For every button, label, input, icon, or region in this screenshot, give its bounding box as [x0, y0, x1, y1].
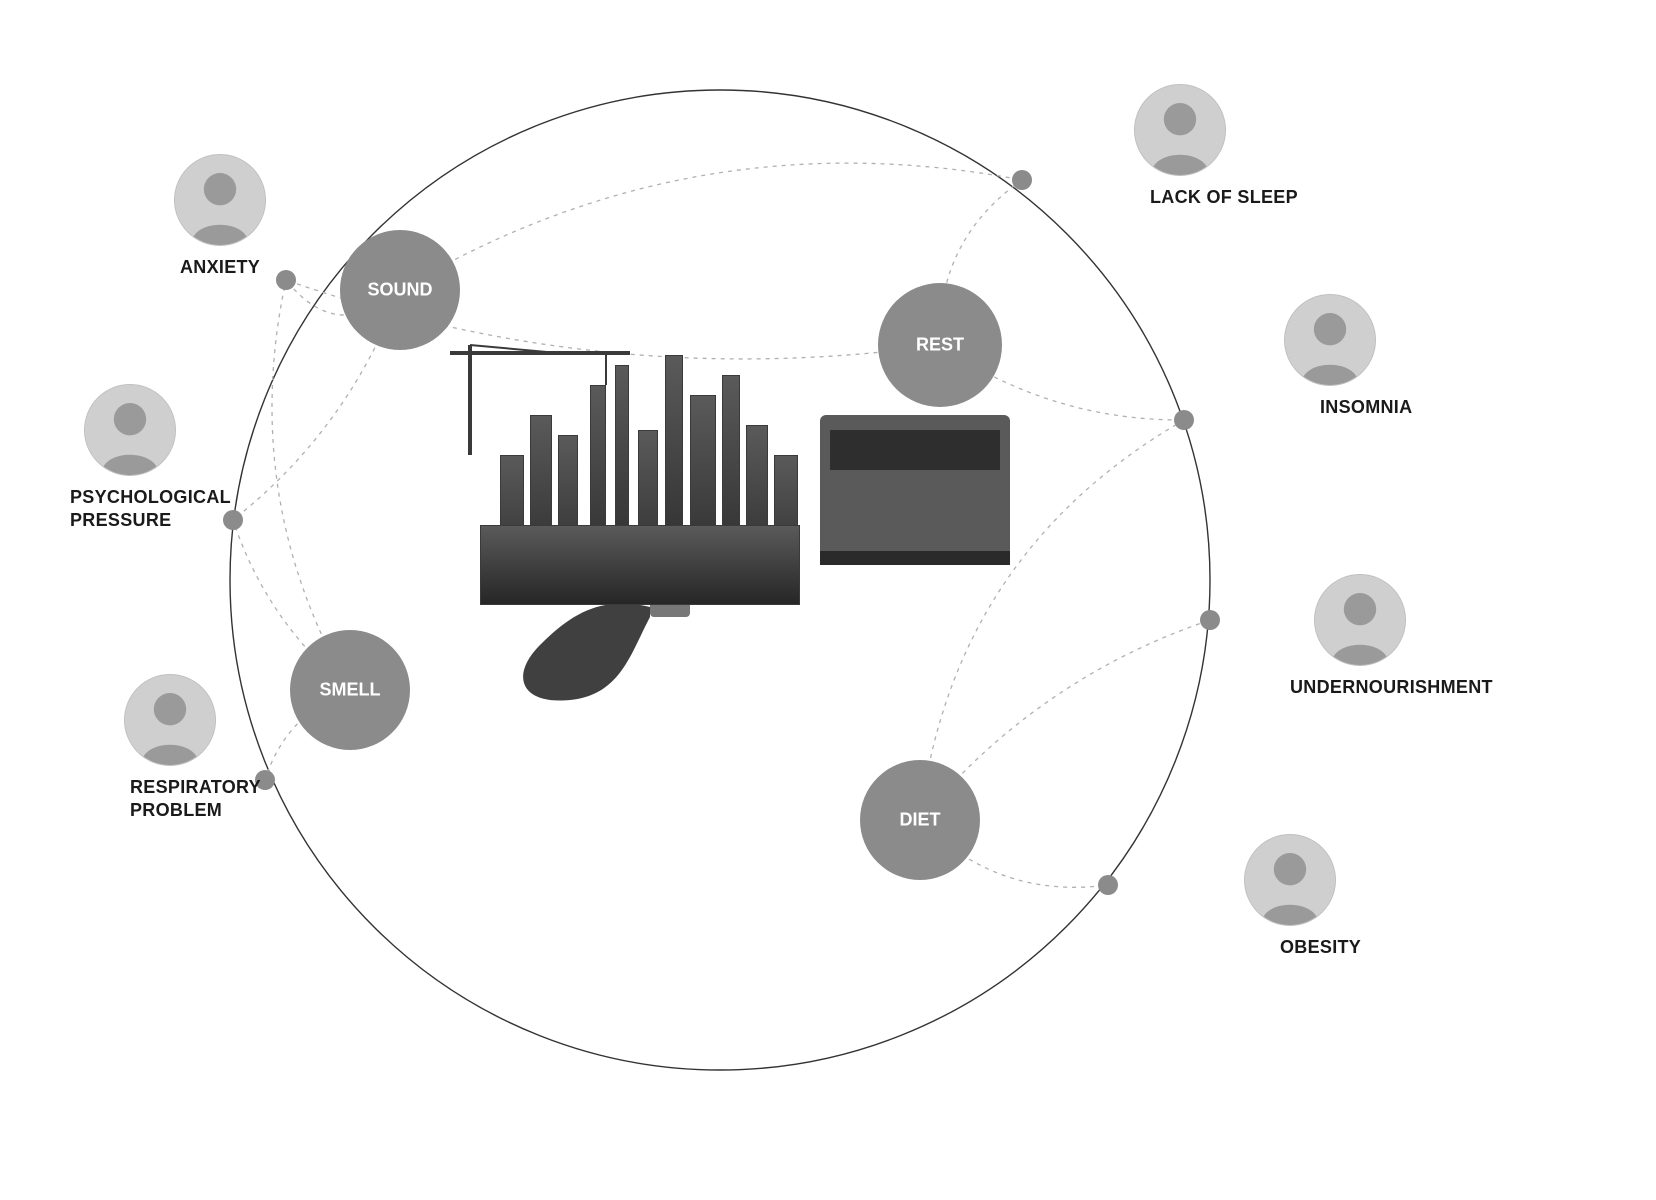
photo-placeholder-icon	[1285, 295, 1375, 385]
city-collage	[440, 335, 1000, 655]
outer-node-obesity	[1244, 834, 1336, 926]
outer-label-anxiety: ANXIETY	[180, 256, 260, 279]
edge	[272, 280, 350, 690]
outer-node-resp	[124, 674, 216, 766]
photo-placeholder-icon	[1135, 85, 1225, 175]
outer-label-psych: PSYCHOLOGICAL PRESSURE	[70, 486, 231, 531]
outer-label-insomnia: INSOMNIA	[1320, 396, 1412, 419]
inner-node-sound: SOUND	[367, 280, 432, 301]
edge	[400, 163, 1022, 290]
inner-node-diet: DIET	[899, 810, 940, 831]
outer-label-sleep: LACK OF SLEEP	[1150, 186, 1298, 209]
photo-placeholder-icon	[125, 675, 215, 765]
outer-node-anxiety	[174, 154, 266, 246]
outer-node-sleep	[1134, 84, 1226, 176]
outer-node-under	[1314, 574, 1406, 666]
inner-node-smell: SMELL	[320, 680, 381, 701]
outer-node-psych	[84, 384, 176, 476]
photo-placeholder-icon	[1315, 575, 1405, 665]
photo-placeholder-icon	[1245, 835, 1335, 925]
inner-node-rest: REST	[916, 335, 964, 356]
outer-label-under: UNDERNOURISHMENT	[1290, 676, 1493, 699]
outer-label-resp: RESPIRATORY PROBLEM	[130, 776, 261, 821]
city-building	[480, 525, 800, 605]
outer-node-insomnia	[1284, 294, 1376, 386]
outer-label-obesity: OBESITY	[1280, 936, 1361, 959]
photo-placeholder-icon	[175, 155, 265, 245]
photo-placeholder-icon	[85, 385, 175, 475]
